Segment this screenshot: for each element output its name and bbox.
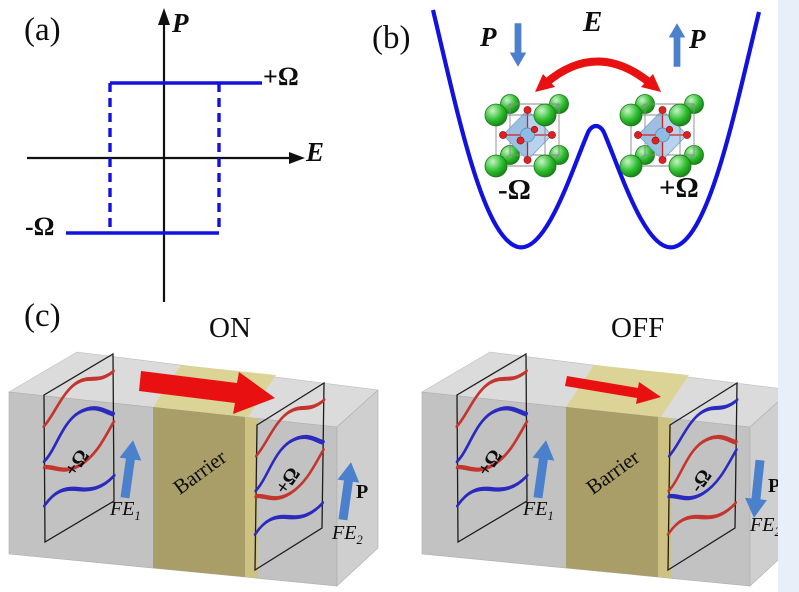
on-box-right-face (336, 389, 379, 587)
panel-a-tag: (a) (24, 12, 61, 48)
hysteresis-plot (27, 8, 305, 302)
double-well-curve (430, 9, 762, 250)
off-state-title: OFF (611, 312, 665, 344)
off-fe2-label: FE2 (750, 514, 781, 538)
off-current-arrow (565, 376, 661, 404)
panel-a-x-axis-label: E (306, 137, 325, 167)
switching-arrow-right-head (641, 74, 661, 92)
page-edge-strip (778, 0, 799, 592)
panel-b-left-well-label: -Ω (498, 174, 531, 206)
panel-b-right-well-label: +Ω (659, 172, 699, 204)
e-axis-arrowhead (289, 152, 305, 164)
panel-b-p-up-label: P (689, 24, 706, 54)
double-well-diagram (430, 9, 762, 250)
on-fe1-label: FE1 (110, 498, 141, 523)
panel-a-y-axis-label: P (172, 8, 189, 38)
panel-a-lower-branch-label: -Ω (25, 212, 55, 241)
polarization-up-arrow (668, 23, 686, 67)
on-state-title: ON (209, 312, 251, 344)
on-barrier-side (245, 417, 258, 578)
perovskite-cell-left (484, 93, 570, 178)
p-axis-arrowhead (158, 8, 170, 25)
panel-b-field-label: E (583, 6, 603, 38)
hysteresis-loop (66, 81, 262, 235)
on-fe2-label: FE2 (332, 522, 363, 547)
off-barrier-side (658, 417, 671, 578)
off-fe1-label: FE1 (523, 498, 554, 523)
on-barrier-front (153, 407, 245, 577)
perovskite-cell-right (619, 93, 705, 178)
switching-arrow-arc (543, 57, 653, 87)
on-p-label: P (356, 481, 369, 503)
panel-a-upper-branch-label: +Ω (263, 62, 299, 91)
panel-c-tag: (c) (24, 298, 61, 334)
panel-b-p-down-label: P (480, 22, 497, 52)
on-current-arrow (139, 371, 275, 414)
switching-arrow-left-head (535, 74, 555, 92)
off-barrier-front (566, 407, 658, 577)
off-p-label: P (768, 475, 781, 497)
ftj-device-on (8, 351, 379, 587)
panel-b-tag: (b) (372, 20, 411, 56)
polarization-down-arrow (509, 23, 527, 67)
